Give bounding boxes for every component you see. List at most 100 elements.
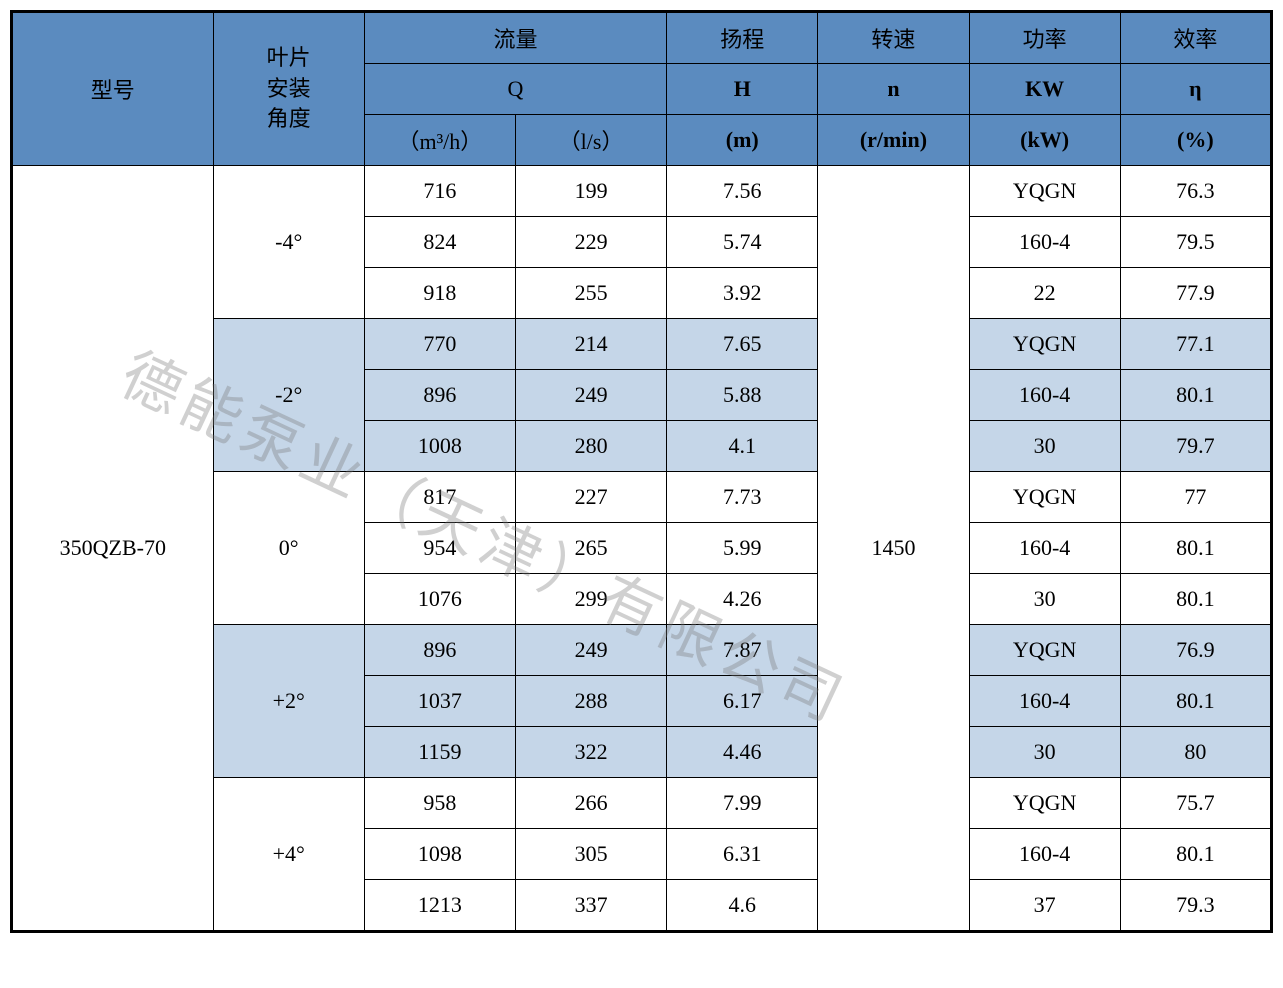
hdr-power: 功率 bbox=[969, 12, 1120, 64]
cell-efficiency: 76.9 bbox=[1120, 625, 1271, 676]
table-row: 350QZB-70-4°7161997.561450YQGN76.3 bbox=[12, 166, 1272, 217]
cell-flow-ls: 337 bbox=[515, 880, 666, 932]
cell-head: 5.99 bbox=[667, 523, 818, 574]
hdr-angle: 叶片 安装 角度 bbox=[213, 12, 364, 166]
hdr-head-u: (m) bbox=[667, 115, 818, 166]
cell-flow-m3h: 1008 bbox=[364, 421, 515, 472]
cell-flow-m3h: 770 bbox=[364, 319, 515, 370]
hdr-speed-sym: n bbox=[818, 64, 969, 115]
hdr-power-u: (kW) bbox=[969, 115, 1120, 166]
cell-efficiency: 79.3 bbox=[1120, 880, 1271, 932]
cell-power: YQGN bbox=[969, 778, 1120, 829]
cell-power: YQGN bbox=[969, 319, 1120, 370]
hdr-eff-sym: η bbox=[1120, 64, 1271, 115]
cell-flow-m3h: 1098 bbox=[364, 829, 515, 880]
hdr-speed-u: (r/min) bbox=[818, 115, 969, 166]
pump-spec-table: 型号 叶片 安装 角度 流量 扬程 转速 功率 效率 Q H n KW η （m… bbox=[10, 10, 1273, 933]
cell-efficiency: 77.9 bbox=[1120, 268, 1271, 319]
cell-angle: -4° bbox=[213, 166, 364, 319]
hdr-flow-sym: Q bbox=[364, 64, 666, 115]
cell-efficiency: 80 bbox=[1120, 727, 1271, 778]
hdr-angle-l1: 叶片 安装 角度 bbox=[267, 45, 311, 132]
cell-power: 160-4 bbox=[969, 829, 1120, 880]
cell-flow-ls: 299 bbox=[515, 574, 666, 625]
cell-power: 22 bbox=[969, 268, 1120, 319]
cell-head: 4.26 bbox=[667, 574, 818, 625]
cell-flow-m3h: 954 bbox=[364, 523, 515, 574]
cell-flow-ls: 266 bbox=[515, 778, 666, 829]
cell-head: 7.87 bbox=[667, 625, 818, 676]
cell-efficiency: 80.1 bbox=[1120, 574, 1271, 625]
cell-power: 30 bbox=[969, 421, 1120, 472]
cell-angle: 0° bbox=[213, 472, 364, 625]
cell-flow-ls: 280 bbox=[515, 421, 666, 472]
cell-efficiency: 80.1 bbox=[1120, 523, 1271, 574]
cell-angle: -2° bbox=[213, 319, 364, 472]
cell-efficiency: 80.1 bbox=[1120, 829, 1271, 880]
cell-power: 37 bbox=[969, 880, 1120, 932]
hdr-eff-u: (%) bbox=[1120, 115, 1271, 166]
cell-power: 160-4 bbox=[969, 217, 1120, 268]
hdr-flow-u1: （m³/h） bbox=[364, 115, 515, 166]
cell-power: 160-4 bbox=[969, 676, 1120, 727]
cell-flow-ls: 255 bbox=[515, 268, 666, 319]
cell-power: 30 bbox=[969, 727, 1120, 778]
cell-flow-ls: 227 bbox=[515, 472, 666, 523]
cell-power: 160-4 bbox=[969, 523, 1120, 574]
cell-flow-ls: 214 bbox=[515, 319, 666, 370]
hdr-model: 型号 bbox=[12, 12, 214, 166]
cell-speed: 1450 bbox=[818, 166, 969, 932]
cell-flow-m3h: 896 bbox=[364, 370, 515, 421]
cell-head: 6.17 bbox=[667, 676, 818, 727]
cell-flow-m3h: 1037 bbox=[364, 676, 515, 727]
cell-flow-ls: 249 bbox=[515, 625, 666, 676]
cell-flow-ls: 322 bbox=[515, 727, 666, 778]
cell-flow-m3h: 896 bbox=[364, 625, 515, 676]
cell-head: 7.65 bbox=[667, 319, 818, 370]
cell-efficiency: 76.3 bbox=[1120, 166, 1271, 217]
hdr-speed: 转速 bbox=[818, 12, 969, 64]
cell-power: 160-4 bbox=[969, 370, 1120, 421]
table-body: 350QZB-70-4°7161997.561450YQGN76.3824229… bbox=[12, 166, 1272, 932]
cell-flow-m3h: 918 bbox=[364, 268, 515, 319]
cell-power: YQGN bbox=[969, 166, 1120, 217]
cell-efficiency: 77.1 bbox=[1120, 319, 1271, 370]
cell-head: 4.6 bbox=[667, 880, 818, 932]
cell-head: 5.88 bbox=[667, 370, 818, 421]
cell-efficiency: 79.7 bbox=[1120, 421, 1271, 472]
cell-model: 350QZB-70 bbox=[12, 166, 214, 932]
cell-angle: +2° bbox=[213, 625, 364, 778]
hdr-flow: 流量 bbox=[364, 12, 666, 64]
hdr-power-sym: KW bbox=[969, 64, 1120, 115]
cell-power: YQGN bbox=[969, 472, 1120, 523]
cell-efficiency: 80.1 bbox=[1120, 676, 1271, 727]
cell-efficiency: 79.5 bbox=[1120, 217, 1271, 268]
cell-flow-ls: 265 bbox=[515, 523, 666, 574]
cell-head: 4.1 bbox=[667, 421, 818, 472]
hdr-head: 扬程 bbox=[667, 12, 818, 64]
cell-head: 4.46 bbox=[667, 727, 818, 778]
cell-flow-ls: 199 bbox=[515, 166, 666, 217]
table-wrapper: 德能泵业（天津）有限公司 型号 叶片 安装 角度 流量 扬程 转速 功率 效率 … bbox=[10, 10, 1273, 933]
cell-flow-m3h: 1213 bbox=[364, 880, 515, 932]
hdr-flow-u2: （l/s） bbox=[515, 115, 666, 166]
cell-head: 5.74 bbox=[667, 217, 818, 268]
cell-flow-m3h: 958 bbox=[364, 778, 515, 829]
cell-head: 7.56 bbox=[667, 166, 818, 217]
cell-flow-m3h: 1159 bbox=[364, 727, 515, 778]
cell-flow-m3h: 716 bbox=[364, 166, 515, 217]
hdr-head-sym: H bbox=[667, 64, 818, 115]
cell-head: 7.73 bbox=[667, 472, 818, 523]
cell-head: 7.99 bbox=[667, 778, 818, 829]
cell-flow-ls: 305 bbox=[515, 829, 666, 880]
cell-flow-ls: 229 bbox=[515, 217, 666, 268]
cell-flow-ls: 288 bbox=[515, 676, 666, 727]
table-header: 型号 叶片 安装 角度 流量 扬程 转速 功率 效率 Q H n KW η （m… bbox=[12, 12, 1272, 166]
cell-head: 6.31 bbox=[667, 829, 818, 880]
cell-flow-m3h: 824 bbox=[364, 217, 515, 268]
cell-efficiency: 80.1 bbox=[1120, 370, 1271, 421]
cell-efficiency: 77 bbox=[1120, 472, 1271, 523]
cell-flow-m3h: 1076 bbox=[364, 574, 515, 625]
hdr-eff: 效率 bbox=[1120, 12, 1271, 64]
cell-head: 3.92 bbox=[667, 268, 818, 319]
